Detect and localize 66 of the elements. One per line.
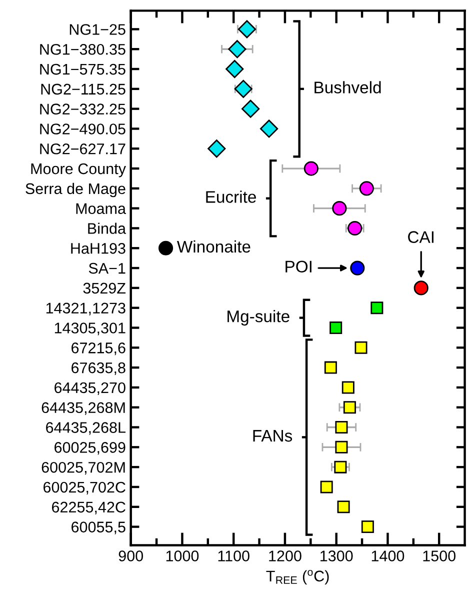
point (208, 140, 226, 158)
annotation: CAI (408, 231, 434, 243)
point (334, 460, 347, 474)
x-tick-label: 1200 (269, 550, 302, 562)
point (158, 240, 174, 256)
y-tick-label: HaH193 (71, 243, 126, 254)
point (324, 361, 337, 374)
point (320, 480, 333, 494)
y-tick-label: SA−1 (88, 262, 126, 274)
y-tick-label: NG2−490.05 (40, 124, 126, 134)
point (234, 80, 252, 98)
y-tick-label: Binda (88, 222, 126, 234)
point (354, 341, 368, 354)
point (343, 401, 356, 414)
y-tick-label: NG2−627.17 (40, 143, 126, 154)
y-tick-label: 14305,301 (54, 322, 126, 336)
y-tick-label: 14321,1273 (46, 302, 126, 316)
y-tick-label: NG1−575.35 (40, 64, 126, 75)
y-tick-label: 64435,268M (42, 402, 125, 415)
point (238, 20, 256, 38)
annotation: Eucrite (206, 190, 256, 203)
y-tick-label: 67215,6 (72, 342, 126, 356)
point (337, 500, 350, 514)
point (242, 100, 260, 118)
y-tick-label: 60025,702C (44, 482, 126, 494)
y-tick-label: NG1−380.35 (40, 44, 126, 55)
annotation: POI (286, 260, 312, 273)
point (350, 260, 365, 276)
point (228, 40, 246, 58)
y-tick-label: 3529Z (83, 282, 126, 294)
point (332, 201, 347, 216)
annotation: Mg-suite (228, 310, 290, 326)
annotation: Bushveld (314, 81, 381, 94)
point (414, 280, 428, 296)
point (361, 520, 374, 534)
y-tick-label: Moore County (31, 163, 126, 178)
x-tick-label: 1300 (320, 550, 353, 562)
x-tick-label: 1400 (372, 550, 404, 562)
y-tick-label: 62255,42C (52, 502, 126, 514)
y-tick-label: Moama (76, 203, 126, 214)
point (335, 421, 348, 434)
point (335, 440, 348, 454)
point (226, 60, 244, 78)
y-tick-label: 64435,268L (46, 422, 126, 435)
point (304, 161, 318, 176)
y-tick-label: 64435,270 (54, 382, 126, 395)
annotation: Winonaite (176, 240, 250, 253)
y-tick-label: NG1−25 (70, 24, 126, 35)
y-tick-label: NG2−115.25 (41, 84, 126, 95)
point (330, 322, 342, 334)
point (342, 381, 354, 394)
y-tick-label: 60025,702M (42, 462, 125, 475)
point (260, 120, 278, 138)
point (370, 302, 384, 314)
x-axis-title: T$_{REE}$ ($^{o}$C) (266, 570, 329, 585)
x-tick-label: 1100 (218, 550, 250, 562)
x-tick-label: 900 (118, 550, 143, 562)
y-tick-label: NG2−332.25 (40, 104, 126, 114)
point (359, 181, 374, 196)
y-tick-label: 60025,699 (54, 442, 126, 455)
y-tick-label: 60055,5 (72, 522, 126, 534)
y-tick-label: 67635,8 (72, 362, 126, 376)
annotation: FANs (253, 430, 292, 442)
x-tick-label: 1000 (166, 550, 199, 562)
x-tick-label: 1500 (423, 550, 456, 562)
y-tick-label: Serra de Mage (26, 182, 126, 198)
